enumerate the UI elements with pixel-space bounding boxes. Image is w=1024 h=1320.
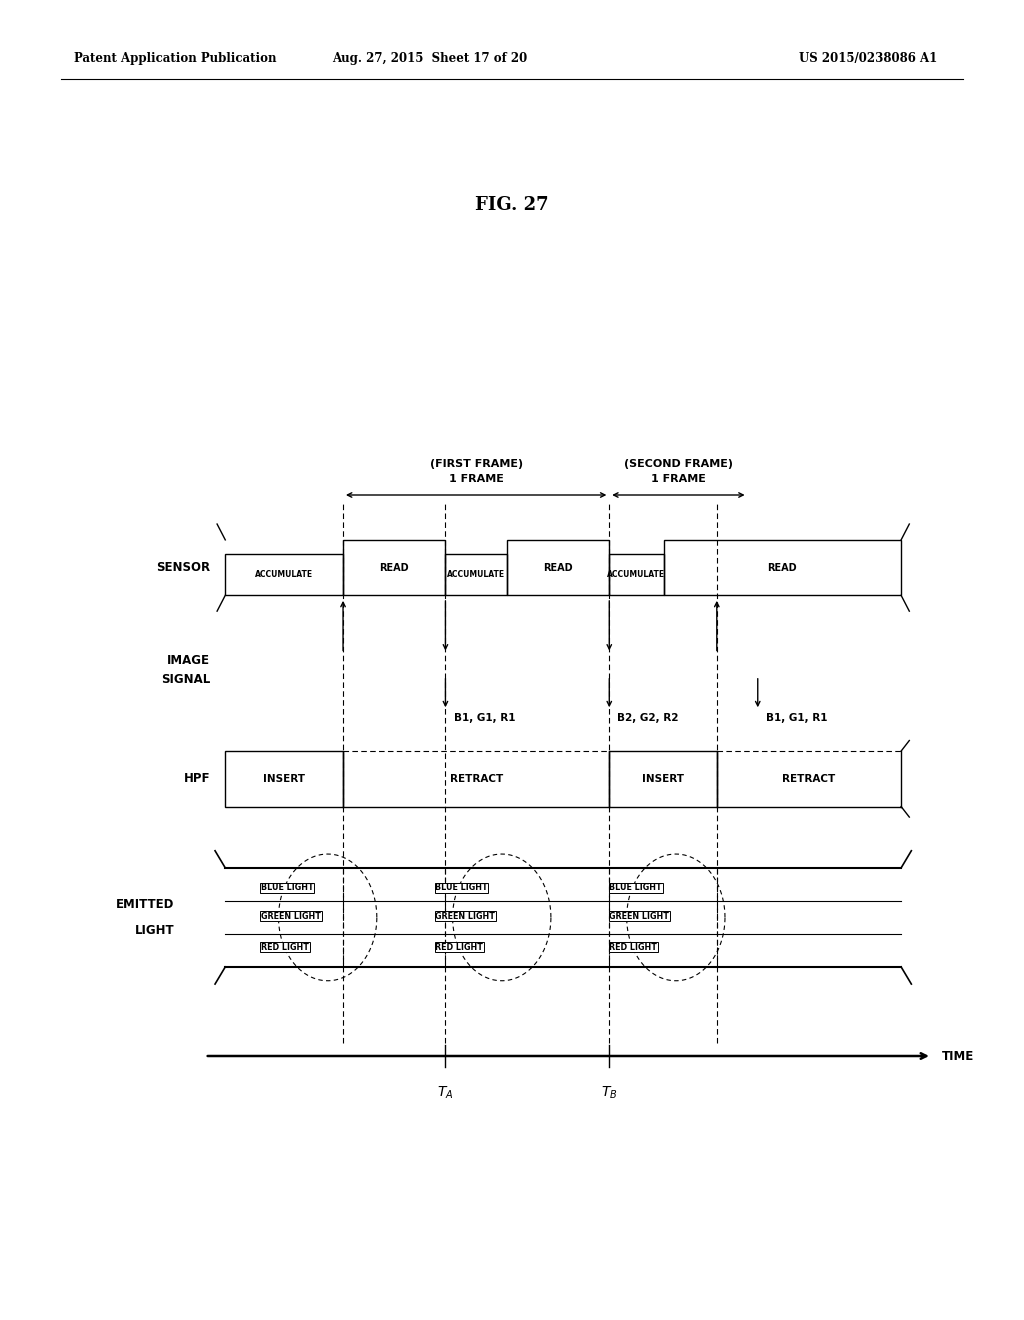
Text: GREEN LIGHT: GREEN LIGHT — [261, 912, 321, 920]
Text: BLUE LIGHT: BLUE LIGHT — [261, 883, 313, 892]
Text: TIME: TIME — [942, 1049, 974, 1063]
Text: (SECOND FRAME): (SECOND FRAME) — [624, 458, 733, 469]
Text: B1, G1, R1: B1, G1, R1 — [766, 713, 827, 723]
Text: RED LIGHT: RED LIGHT — [261, 942, 309, 952]
Text: $T_B$: $T_B$ — [601, 1085, 617, 1101]
Text: HPF: HPF — [183, 772, 210, 785]
Text: READ: READ — [380, 562, 409, 573]
Text: ACCUMULATE: ACCUMULATE — [255, 570, 313, 579]
Text: IMAGE: IMAGE — [167, 653, 210, 667]
Text: LIGHT: LIGHT — [134, 924, 174, 937]
Text: SIGNAL: SIGNAL — [161, 673, 210, 686]
Text: Aug. 27, 2015  Sheet 17 of 20: Aug. 27, 2015 Sheet 17 of 20 — [333, 51, 527, 65]
Text: GREEN LIGHT: GREEN LIGHT — [609, 912, 669, 920]
Text: GREEN LIGHT: GREEN LIGHT — [435, 912, 495, 920]
Bar — [225, 554, 343, 595]
Bar — [609, 554, 664, 595]
Text: RED LIGHT: RED LIGHT — [435, 942, 483, 952]
Text: READ: READ — [768, 562, 797, 573]
Text: B1, G1, R1: B1, G1, R1 — [454, 713, 515, 723]
Text: FIG. 27: FIG. 27 — [475, 195, 549, 214]
Text: READ: READ — [544, 562, 572, 573]
Text: INSERT: INSERT — [642, 774, 684, 784]
Bar — [664, 540, 901, 595]
Text: BLUE LIGHT: BLUE LIGHT — [435, 883, 487, 892]
Text: RETRACT: RETRACT — [782, 774, 836, 784]
Text: ACCUMULATE: ACCUMULATE — [607, 570, 666, 579]
Text: 1 FRAME: 1 FRAME — [651, 474, 706, 484]
Bar — [507, 540, 609, 595]
Text: RED LIGHT: RED LIGHT — [609, 942, 657, 952]
Bar — [343, 540, 445, 595]
Text: 1 FRAME: 1 FRAME — [449, 474, 504, 484]
Bar — [445, 554, 507, 595]
Text: (FIRST FRAME): (FIRST FRAME) — [430, 458, 522, 469]
Text: SENSOR: SENSOR — [156, 561, 210, 574]
Bar — [609, 751, 717, 807]
Bar — [225, 751, 343, 807]
Text: BLUE LIGHT: BLUE LIGHT — [609, 883, 662, 892]
Text: INSERT: INSERT — [263, 774, 305, 784]
Text: EMITTED: EMITTED — [116, 898, 174, 911]
Text: B2, G2, R2: B2, G2, R2 — [617, 713, 679, 723]
Text: US 2015/0238086 A1: US 2015/0238086 A1 — [799, 51, 937, 65]
Text: Patent Application Publication: Patent Application Publication — [74, 51, 276, 65]
Text: $T_A$: $T_A$ — [437, 1085, 454, 1101]
Text: ACCUMULATE: ACCUMULATE — [447, 570, 505, 579]
Text: RETRACT: RETRACT — [450, 774, 503, 784]
